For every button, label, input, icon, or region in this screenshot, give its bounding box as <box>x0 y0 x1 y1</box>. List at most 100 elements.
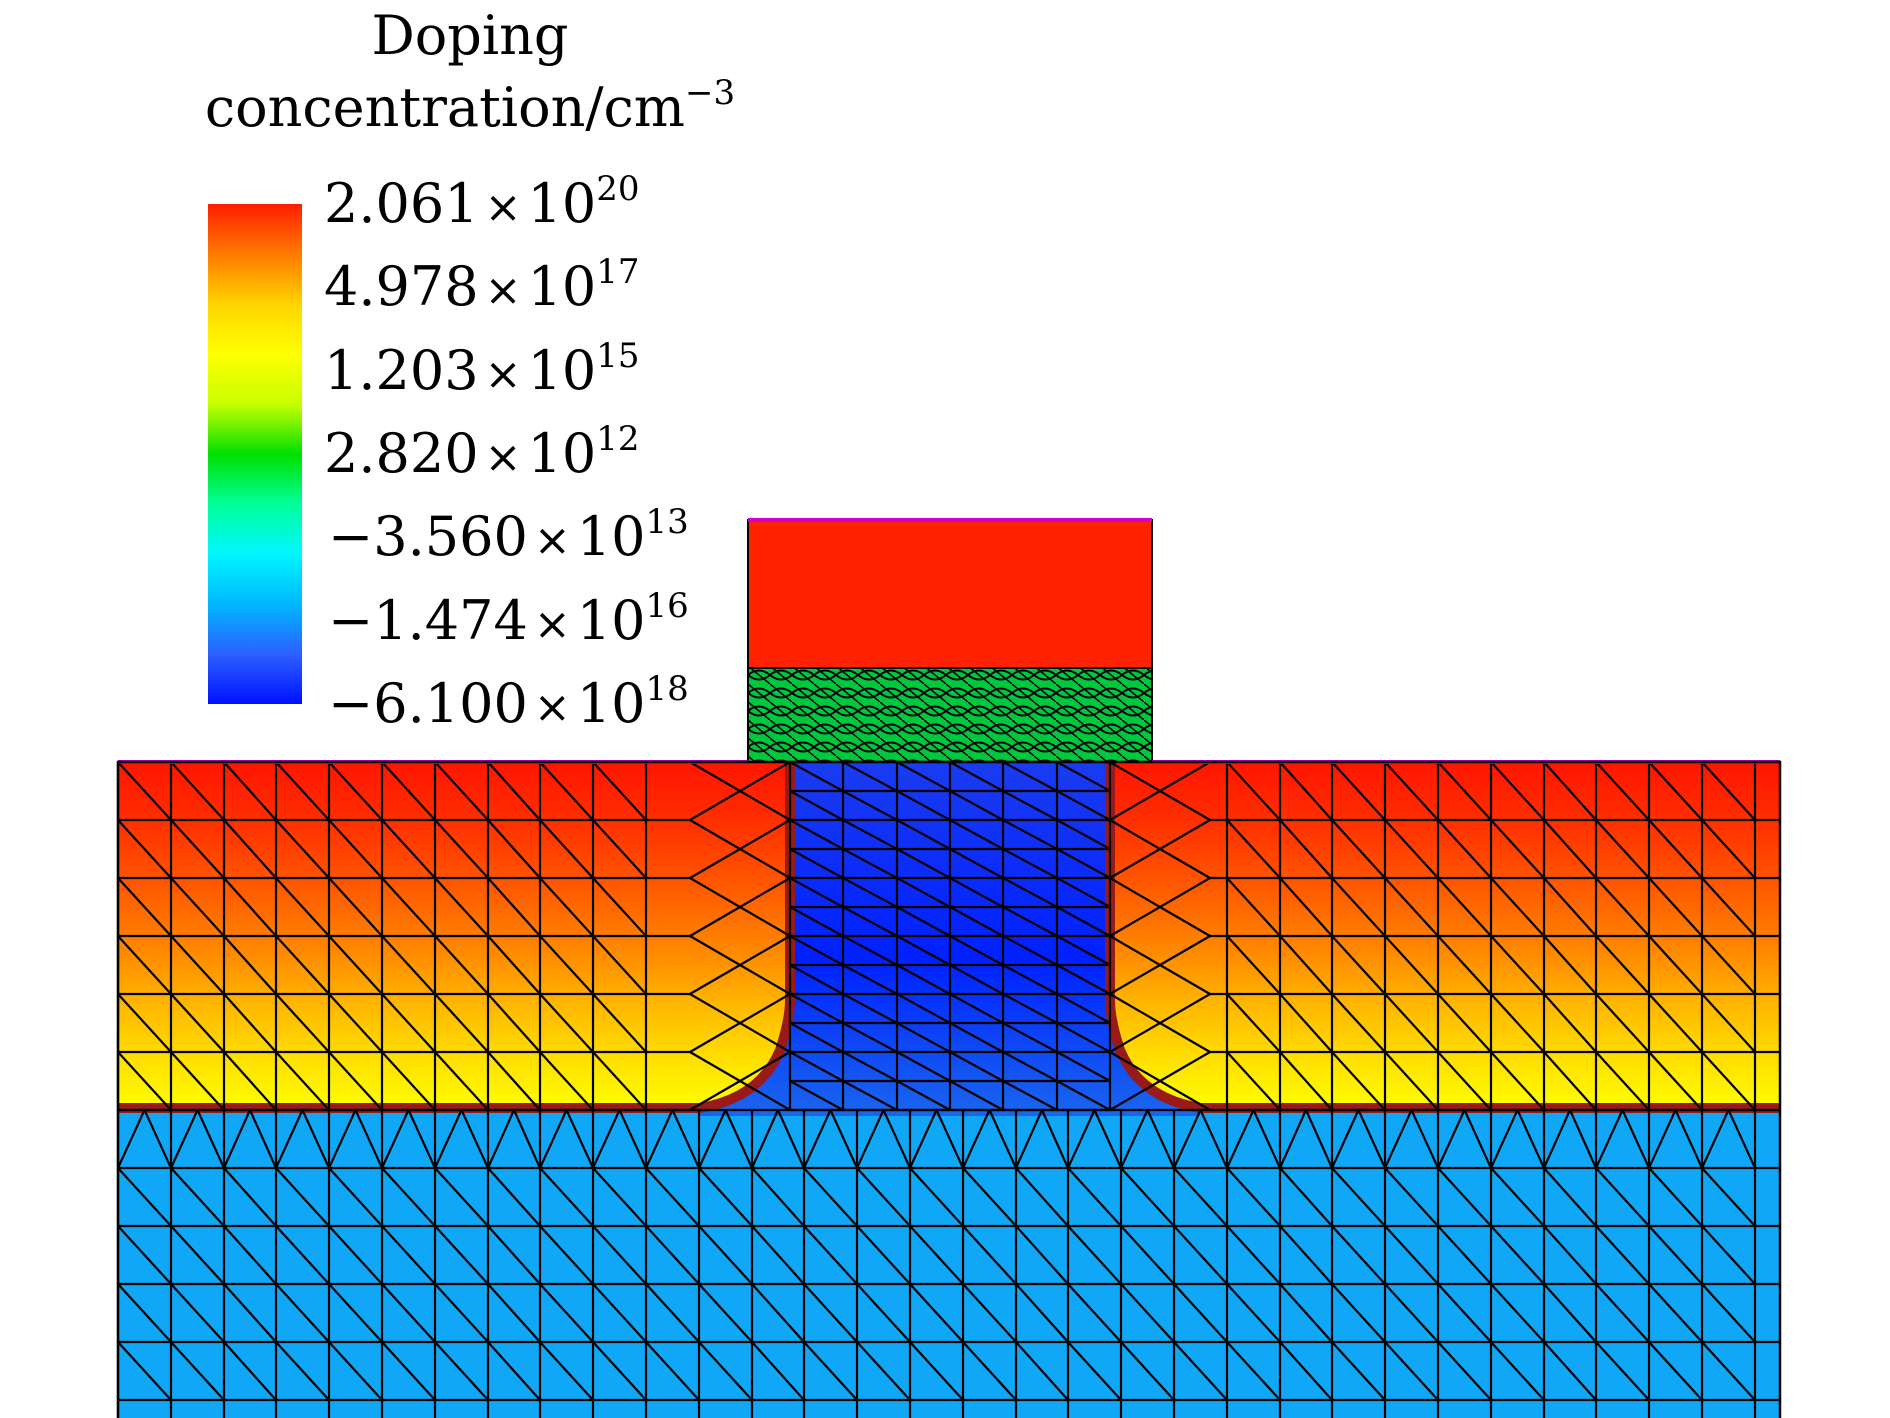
mesh-diagonal <box>1056 964 1111 995</box>
mesh-diagonal <box>434 935 489 995</box>
mesh-transition <box>689 761 791 821</box>
mesh-diagonal <box>1490 1341 1545 1401</box>
mesh-diagonal <box>1015 1341 1069 1401</box>
mesh-diagonal <box>1384 1167 1439 1227</box>
mesh-diagonal <box>223 1283 277 1343</box>
mesh-diagonal <box>487 1051 541 1111</box>
mesh-diagonal <box>1595 761 1650 821</box>
tick-exponent: 12 <box>596 419 640 459</box>
mesh-diagonal <box>1437 993 1492 1053</box>
mesh-diagonal <box>842 935 898 966</box>
mesh-diagonal <box>949 819 1004 850</box>
mesh-diagonal <box>908 1109 938 1169</box>
mesh-diagonal <box>1120 1341 1175 1401</box>
mesh-diagonal <box>842 906 898 937</box>
mesh-diagonal <box>1173 1225 1228 1285</box>
mesh-diagonal <box>789 819 844 850</box>
mesh-diagonal <box>896 819 951 850</box>
mesh-diagonal <box>1015 1225 1069 1285</box>
mesh-diagonal <box>1701 877 1756 937</box>
mesh-diagonal <box>487 935 541 995</box>
colorbar-gradient <box>208 204 302 704</box>
mesh-diagonal <box>1384 1341 1439 1401</box>
mesh-diagonal <box>1002 993 1058 1024</box>
mesh-diagonal <box>789 906 844 937</box>
mesh-diagonal <box>1543 935 1597 995</box>
tick-base: 10 <box>527 422 597 485</box>
mesh-diagonal <box>1621 1109 1651 1169</box>
mesh-diagonal <box>1056 790 1111 821</box>
mesh-diagonal <box>487 1167 541 1227</box>
mesh-diagonal <box>1056 1022 1111 1053</box>
mesh-diagonal <box>789 1080 844 1111</box>
mesh-diagonal <box>962 1341 1017 1401</box>
mesh-diagonal <box>751 1225 805 1285</box>
mesh-diagonal <box>592 1283 647 1343</box>
tick-mantissa: 2.061 <box>324 172 479 235</box>
mesh-diagonal <box>698 1341 753 1401</box>
mesh-diagonal <box>1701 1051 1756 1111</box>
mesh-diagonal <box>275 935 330 995</box>
mesh-diagonal <box>1331 1167 1386 1227</box>
mesh-diagonal <box>539 935 594 995</box>
times-symbol: × <box>484 182 522 233</box>
mesh-diagonal <box>1701 1225 1756 1285</box>
mesh-diagonal <box>896 906 951 937</box>
mesh-diagonal <box>949 906 1004 937</box>
mesh-diagonal <box>842 819 898 850</box>
mesh-diagonal <box>1384 1283 1439 1343</box>
gate-electrode <box>747 518 1153 669</box>
mesh-diagonal <box>645 1225 700 1285</box>
legend-title-unit: concentration/cm <box>204 76 685 139</box>
tick-mantissa: 1.203 <box>324 338 479 402</box>
mesh-diagonal <box>117 819 172 879</box>
mesh-diagonal <box>223 993 277 1053</box>
legend-title: Doping concentration/cm−3 <box>160 0 780 144</box>
mesh-diagonal <box>1542 1109 1572 1169</box>
mesh-diagonal <box>1543 1341 1597 1401</box>
mesh-diagonal <box>1384 819 1439 879</box>
mesh-diagonal <box>592 935 647 995</box>
mesh-diagonal <box>1226 1051 1281 1111</box>
times-symbol: × <box>484 265 522 317</box>
mesh-diagonal <box>1279 935 1333 995</box>
mesh-diagonal <box>962 1167 1017 1227</box>
mesh-diagonal <box>698 1167 753 1227</box>
mesh-diagonal <box>698 1225 753 1285</box>
mesh-diagonal <box>170 993 225 1053</box>
mesh-diagonal <box>1226 1167 1281 1227</box>
mesh-diagonal <box>1172 1109 1202 1169</box>
mesh-diagonal <box>565 1109 595 1169</box>
mesh-diagonal <box>1002 964 1058 995</box>
mesh-diagonal <box>1330 1109 1360 1169</box>
mesh-diagonal <box>434 1283 489 1343</box>
mesh-diagonal <box>592 1051 647 1111</box>
mesh-diagonal <box>1279 819 1333 879</box>
mesh-diagonal <box>1700 1109 1730 1169</box>
mesh-diagonal <box>328 993 383 1053</box>
mesh-diagonal <box>223 1341 277 1401</box>
mesh-diagonal <box>1002 1022 1058 1053</box>
mesh-diagonal <box>1331 1283 1386 1343</box>
mesh-diagonal <box>196 1109 226 1169</box>
mesh-diagonal <box>1067 1167 1122 1227</box>
mesh-diagonal <box>842 993 898 1024</box>
mesh-diagonal <box>223 819 277 879</box>
mesh-diagonal <box>1225 1109 1255 1169</box>
mesh-diagonal <box>1437 1341 1492 1401</box>
mesh-diagonal <box>1595 993 1650 1053</box>
mesh-diagonal <box>645 1283 700 1343</box>
mesh-diagonal <box>512 1109 542 1169</box>
mesh-diagonal <box>328 877 383 937</box>
mesh-diagonal <box>1701 1167 1756 1227</box>
mesh-diagonal <box>1595 819 1650 879</box>
mesh-diagonal <box>592 993 647 1053</box>
mesh-diagonal <box>487 877 541 937</box>
mesh-diagonal <box>802 1109 832 1169</box>
mesh-diagonal <box>1173 1167 1228 1227</box>
mesh-diagonal <box>842 1080 898 1111</box>
colorbar-tick-label: 4.978 × 1017 <box>324 252 639 324</box>
mesh-diagonal <box>1701 819 1756 879</box>
mesh-diagonal <box>789 1022 844 1053</box>
